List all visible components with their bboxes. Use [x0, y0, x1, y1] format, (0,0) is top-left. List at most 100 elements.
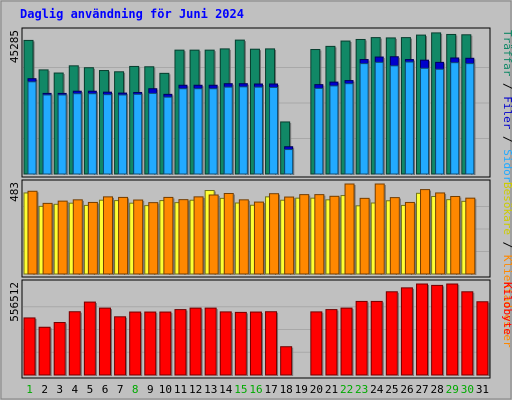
bar-visits-Klientadresser-day-13 — [208, 194, 219, 275]
plot-panels — [21, 27, 491, 379]
x-tick-label-day-10: 10 — [159, 383, 172, 396]
bar-visits-Klientadresser-day-29 — [450, 195, 461, 275]
bar-hits-Sidor-day-16 — [253, 86, 263, 175]
bar-hits-Sidor-day-20 — [314, 87, 324, 175]
legend-hits: Träffar / Filer / Sidor — [501, 30, 512, 183]
bar-kbytes-Kilobyte-day-12 — [189, 307, 202, 376]
bar-hits-Sidor-day-28 — [435, 68, 445, 175]
legend-entry: / — [501, 76, 512, 96]
bar-hits-Sidor-day-8 — [133, 93, 143, 175]
bar-visits-Klientadresser-day-9 — [148, 202, 159, 275]
bar-kbytes-Kilobyte-day-9 — [144, 311, 157, 376]
legend-entry: Klientadresser — [501, 255, 512, 348]
bar-hits-Sidor-day-18 — [284, 149, 294, 175]
x-tick-label-day-17: 17 — [264, 383, 277, 396]
legend-entry: Träffar — [501, 30, 512, 77]
bar-kbytes-Kilobyte-day-10 — [159, 311, 172, 376]
bar-hits-Sidor-day-26 — [404, 61, 414, 175]
y-max-label-hits: 45285 — [8, 30, 21, 63]
bar-kbytes-Kilobyte-day-27 — [416, 283, 429, 376]
x-tick-label-day-4: 4 — [72, 383, 79, 396]
bar-hits-Sidor-day-25 — [389, 65, 399, 175]
bar-hits-Sidor-day-7 — [118, 94, 128, 175]
bar-hits-Sidor-day-24 — [374, 61, 384, 175]
bar-hits-Sidor-day-12 — [193, 88, 203, 175]
y-max-labels: 45285 483 556512 — [8, 30, 21, 322]
panel-kbytes — [21, 279, 491, 379]
bar-visits-Klientadresser-day-19 — [299, 194, 310, 275]
bar-visits-Klientadresser-day-7 — [118, 196, 129, 275]
bar-visits-Klientadresser-day-24 — [374, 183, 385, 275]
x-tick-label-day-12: 12 — [189, 383, 202, 396]
bar-visits-Klientadresser-day-26 — [404, 201, 415, 275]
bar-hits-Sidor-day-21 — [329, 85, 339, 175]
bar-visits-Klientadresser-day-23 — [359, 197, 370, 275]
panel-hits — [21, 27, 491, 178]
bar-hits-Sidor-day-17 — [269, 86, 279, 175]
bar-hits-Sidor-day-15 — [238, 86, 248, 175]
bar-kbytes-Kilobyte-day-26 — [400, 287, 413, 376]
x-tick-label-day-22: 22 — [340, 383, 353, 396]
bar-kbytes-Kilobyte-day-24 — [370, 300, 383, 376]
bar-hits-Sidor-day-29 — [450, 62, 460, 175]
legend-entry: / — [501, 129, 512, 149]
bar-visits-Klientadresser-day-28 — [435, 192, 446, 275]
x-tick-label-day-29: 29 — [446, 383, 459, 396]
bar-kbytes-Kilobyte-day-8 — [129, 311, 142, 376]
x-tick-label-day-26: 26 — [400, 383, 413, 396]
bar-hits-Sidor-day-27 — [420, 67, 430, 175]
bar-hits-Sidor-day-14 — [223, 86, 233, 175]
legend-kbytes: Kilobyte — [501, 282, 512, 335]
bar-visits-Klientadresser-day-4 — [72, 199, 83, 275]
bar-visits-Klientadresser-day-12 — [193, 196, 204, 275]
bar-kbytes-Kilobyte-day-28 — [431, 284, 444, 376]
bar-visits-Klientadresser-day-22 — [344, 183, 355, 275]
legend-entry: / — [501, 235, 512, 255]
x-tick-label-day-31: 31 — [476, 383, 489, 396]
bar-hits-Sidor-day-4 — [72, 93, 82, 175]
bar-kbytes-Kilobyte-day-11 — [174, 309, 187, 376]
x-tick-label-day-6: 6 — [102, 383, 109, 396]
bar-kbytes-Kilobyte-day-7 — [114, 316, 127, 376]
x-tick-label-day-2: 2 — [41, 383, 48, 396]
bar-kbytes-Kilobyte-day-14 — [219, 311, 232, 376]
bar-hits-Sidor-day-23 — [359, 63, 369, 175]
bar-visits-Klientadresser-day-25 — [389, 197, 400, 275]
bar-visits-Klientadresser-day-6 — [102, 196, 113, 275]
bar-kbytes-Kilobyte-day-29 — [446, 283, 459, 376]
legend-visits: Besökare / Klientadresser — [501, 182, 512, 348]
bar-kbytes-Kilobyte-day-3 — [53, 322, 66, 376]
bar-visits-Klientadresser-day-16 — [253, 201, 264, 275]
bar-visits-Klientadresser-day-14 — [223, 193, 234, 275]
x-tick-label-day-25: 25 — [385, 383, 398, 396]
x-tick-label-day-24: 24 — [370, 383, 384, 396]
bar-kbytes-Kilobyte-day-16 — [249, 311, 262, 376]
x-tick-label-day-1: 1 — [26, 383, 33, 396]
x-tick-label-day-21: 21 — [325, 383, 338, 396]
bar-kbytes-Kilobyte-day-4 — [68, 311, 81, 376]
bar-hits-Sidor-day-22 — [344, 83, 354, 175]
x-tick-label-day-20: 20 — [310, 383, 323, 396]
bar-hits-Sidor-day-2 — [42, 94, 52, 175]
bar-kbytes-Kilobyte-day-13 — [204, 307, 217, 376]
bar-kbytes-Kilobyte-day-30 — [461, 291, 474, 376]
legend-entry: Besökare — [501, 182, 512, 235]
bar-visits-Klientadresser-day-30 — [465, 197, 476, 275]
bar-visits-Klientadresser-day-1 — [27, 190, 38, 275]
x-tick-label-day-19: 19 — [295, 383, 308, 396]
x-axis-day-labels: 1 2 3 4 5 6 7 8 9 10 11 12 13 14 15 16 17 18 19 20 21 22 23 24 2… — [26, 383, 489, 396]
x-tick-label-day-30: 30 — [461, 383, 474, 396]
bar-visits-Klientadresser-day-17 — [269, 193, 280, 275]
bar-kbytes-Kilobyte-day-2 — [38, 326, 51, 376]
legend-entry: Kilobyte — [501, 282, 512, 335]
bar-kbytes-Kilobyte-day-22 — [340, 307, 353, 376]
x-tick-label-day-15: 15 — [234, 383, 247, 396]
x-tick-label-day-3: 3 — [56, 383, 63, 396]
panel-visits — [21, 179, 491, 278]
bar-hits-Sidor-day-9 — [148, 92, 158, 175]
bar-kbytes-Kilobyte-day-31 — [476, 301, 489, 376]
bar-hits-Sidor-day-5 — [87, 93, 97, 175]
bar-kbytes-Kilobyte-day-1 — [23, 317, 36, 376]
